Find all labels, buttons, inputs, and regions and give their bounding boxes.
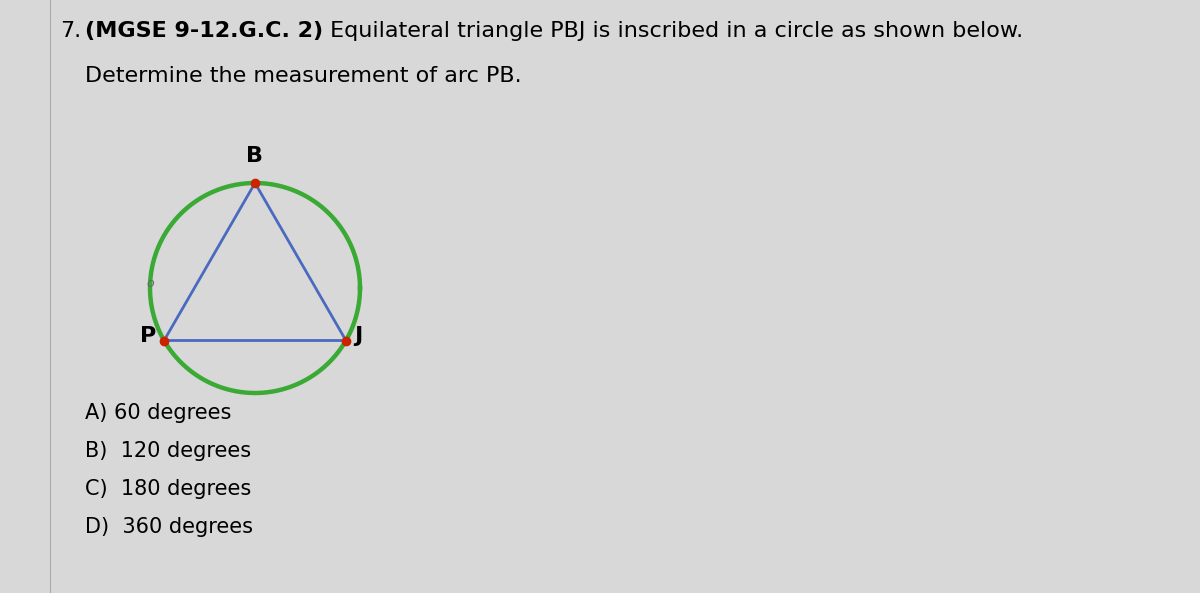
Text: B)  120 degrees: B) 120 degrees [85,441,251,461]
Text: Equilateral triangle PBJ is inscribed in a circle as shown below.: Equilateral triangle PBJ is inscribed in… [323,21,1024,41]
Text: o: o [146,276,154,289]
Text: D)  360 degrees: D) 360 degrees [85,517,253,537]
Text: P: P [140,326,156,346]
Text: A) 60 degrees: A) 60 degrees [85,403,232,423]
Text: B: B [246,146,264,166]
Text: (MGSE 9-12.G.C. 2): (MGSE 9-12.G.C. 2) [85,21,323,41]
Text: 7.: 7. [60,21,82,41]
Text: Determine the measurement of arc PB.: Determine the measurement of arc PB. [85,66,522,86]
Text: C)  180 degrees: C) 180 degrees [85,479,251,499]
Text: J: J [354,326,362,346]
